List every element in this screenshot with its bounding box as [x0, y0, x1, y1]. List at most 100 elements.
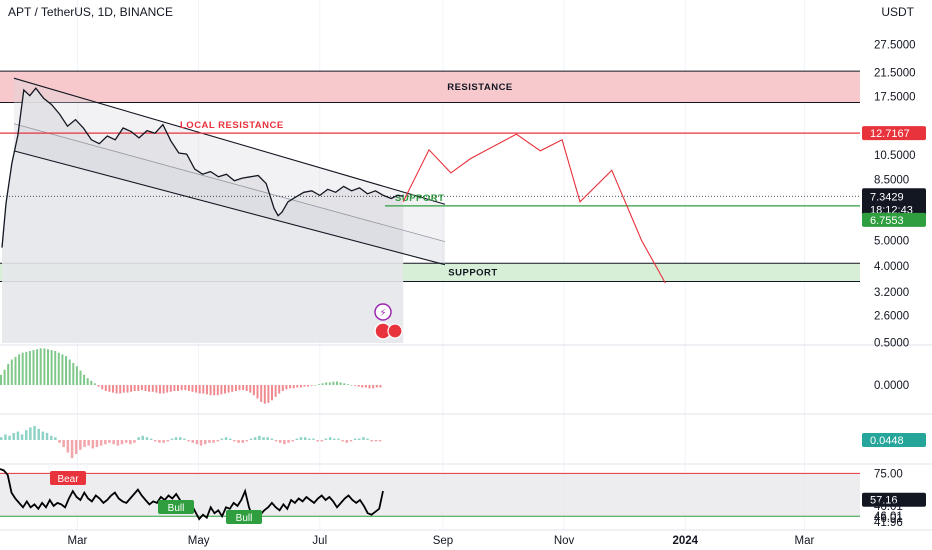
axis-badges: 12.71677.342918:12:436.75530.044857.1646… — [862, 126, 926, 525]
oscillator-bar — [137, 385, 140, 391]
histogram-bar — [262, 437, 265, 440]
rsi-value-badge-box — [862, 492, 926, 507]
price-area-fill — [2, 88, 404, 343]
event-icons[interactable]: ⚡ — [374, 303, 403, 340]
oscillator-bar — [310, 385, 313, 386]
histogram-bar — [95, 440, 99, 447]
flash-event-icon[interactable] — [374, 303, 392, 321]
price-pane[interactable]: RESISTANCE SUPPORT LOCAL RESISTANCE SUPP… — [0, 70, 860, 343]
oscillator-pane[interactable] — [0, 348, 382, 404]
price-tick-label: 2.6000 — [874, 311, 909, 323]
oscillator-bar — [224, 385, 226, 394]
oscillator-bar — [216, 385, 219, 396]
rsi-value-badge-text: 57.16 — [870, 495, 898, 507]
oscillator-bar — [68, 359, 71, 385]
oscillator-bar — [97, 385, 100, 387]
currency-label[interactable]: USDT — [881, 5, 914, 19]
histogram-bar — [145, 437, 149, 440]
histogram-bar — [303, 437, 307, 440]
oscillator-bar — [47, 349, 49, 385]
oscillator-bar — [227, 385, 230, 393]
oscillator-bar — [28, 351, 31, 385]
resistance-zone — [0, 71, 860, 103]
oscillator-bar — [93, 383, 96, 385]
oscillator-bar — [289, 385, 292, 389]
histogram-bar — [112, 440, 115, 445]
oscillator-bar — [173, 385, 176, 391]
time-tick-label: 2024 — [672, 535, 698, 547]
rsi-markers: Bear Bull Bull — [50, 471, 262, 524]
histogram-bar — [120, 440, 124, 445]
oscillator-bar — [122, 385, 125, 393]
histogram-bar — [358, 438, 361, 440]
histogram-bar — [195, 440, 199, 445]
local-support-label: SUPPORT — [395, 193, 444, 204]
histogram-bar — [237, 440, 240, 443]
histogram-bar — [154, 440, 157, 442]
histogram-bar — [37, 428, 40, 440]
oscillator-bar — [75, 366, 78, 385]
histogram-bar — [87, 440, 90, 446]
time-tick-label: Mar — [68, 535, 88, 547]
oscillator-bar — [332, 381, 335, 385]
histogram-bar — [216, 440, 219, 442]
histogram-bar — [320, 440, 324, 442]
price-tick-label: 17.5000 — [874, 91, 916, 103]
channel-upper-fill — [13, 78, 445, 242]
rsi-marker-bull-tag — [158, 500, 194, 514]
rsi-mid-label: 46.01 — [874, 501, 903, 513]
histogram-bar — [187, 440, 190, 442]
oscillator-bar — [354, 385, 357, 386]
oscillator-bar — [195, 385, 198, 393]
channel-lower-line[interactable] — [13, 150, 446, 266]
oscillator-bar — [18, 354, 21, 385]
histogram-bar — [191, 440, 194, 443]
oscillator-bar — [133, 385, 136, 391]
histogram-bar — [324, 438, 328, 440]
histogram-pane[interactable] — [0, 426, 382, 459]
histogram-bar — [179, 437, 182, 440]
histogram-bar — [312, 438, 315, 440]
time-tick-label: Jul — [312, 535, 327, 547]
histogram-bar — [54, 437, 57, 440]
oscillator-bar — [50, 350, 53, 385]
local-resistance-badge-text: 12.7167 — [870, 128, 910, 140]
oscillator-bar — [126, 385, 129, 393]
channel-mid-line[interactable] — [13, 123, 446, 243]
time-tick-label: Mar — [795, 535, 815, 547]
oscillator-bar — [130, 385, 133, 392]
histogram-bar — [66, 440, 70, 453]
oscillator-bar — [213, 385, 216, 396]
histogram-bar — [345, 440, 348, 443]
histogram-bar — [91, 440, 95, 449]
oscillator-bar — [285, 385, 288, 390]
price-tick-label: 5.0000 — [874, 235, 909, 247]
histogram-bar — [258, 435, 261, 440]
time-axis[interactable]: Mar May Jul Sep Nov 2024 Mar — [68, 535, 815, 547]
resistance-zone-label: RESISTANCE — [447, 82, 513, 93]
channel-upper-line[interactable] — [13, 77, 446, 205]
oscillator-bar — [108, 385, 111, 392]
rsi-pane[interactable] — [0, 468, 860, 524]
histogram-bar — [183, 438, 186, 440]
us-flag-event-icon-2[interactable] — [387, 323, 403, 339]
oscillator-bar — [263, 385, 266, 404]
local-resistance-label: LOCAL RESISTANCE — [180, 120, 284, 131]
price-series-line[interactable] — [1, 87, 404, 248]
histogram-bar — [274, 440, 278, 442]
histogram-bar — [370, 440, 373, 442]
oscillator-tick-label: 0.0000 — [874, 380, 909, 392]
histogram-bar — [33, 426, 36, 440]
oscillator-bar — [187, 385, 190, 391]
oscillator-bar — [86, 378, 89, 385]
histogram-bar — [241, 440, 244, 443]
oscillator-bar — [159, 385, 161, 394]
oscillator-bar — [271, 385, 273, 401]
rsi-tick-label: 75.00 — [874, 468, 903, 480]
symbol-title[interactable]: APT / TetherUS, 1D, BINANCE — [8, 5, 173, 19]
histogram-bar — [366, 438, 369, 440]
projection-path-line[interactable] — [402, 133, 666, 284]
oscillator-bar — [180, 385, 183, 391]
oscillator-bar — [202, 385, 205, 394]
